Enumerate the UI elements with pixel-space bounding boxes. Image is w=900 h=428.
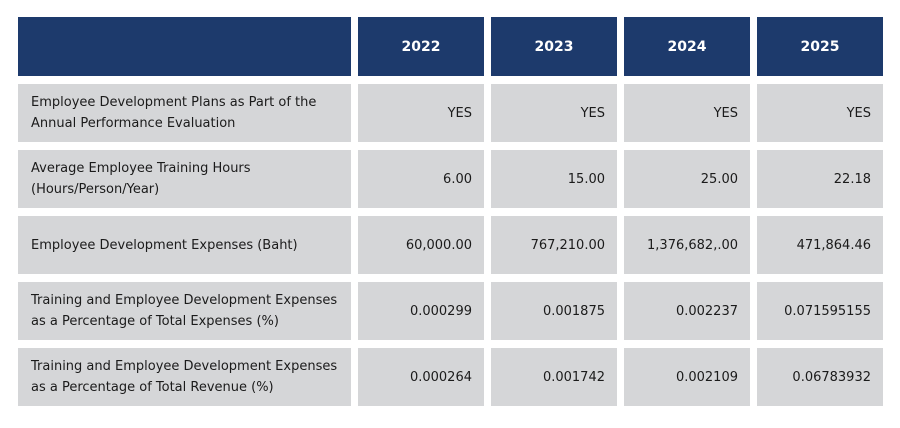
- table-cell: 767,210.00: [491, 216, 617, 274]
- table-cell: 0.001875: [491, 282, 617, 340]
- row-label-development-plans: Employee Development Plans as Part of th…: [18, 84, 351, 142]
- header-year-2025: 2025: [757, 17, 883, 76]
- table-cell: 25.00: [624, 150, 750, 208]
- hr-development-table: 2022 2023 2024 2025 Employee Development…: [18, 17, 883, 406]
- table-cell: YES: [358, 84, 484, 142]
- table-cell: 0.000299: [358, 282, 484, 340]
- table-cell: 60,000.00: [358, 216, 484, 274]
- table-cell: 471,864.46: [757, 216, 883, 274]
- header-year-2022: 2022: [358, 17, 484, 76]
- header-corner-cell: [18, 17, 351, 76]
- table-cell: 6.00: [358, 150, 484, 208]
- table-cell: 0.002109: [624, 348, 750, 406]
- table-cell: YES: [757, 84, 883, 142]
- table-cell: 0.06783932: [757, 348, 883, 406]
- row-label-training-hours: Average Employee Training Hours (Hours/P…: [18, 150, 351, 208]
- table-cell: 0.001742: [491, 348, 617, 406]
- table-cell: 22.18: [757, 150, 883, 208]
- table-cell: 15.00: [491, 150, 617, 208]
- table-cell: 0.002237: [624, 282, 750, 340]
- table-cell: 0.000264: [358, 348, 484, 406]
- table-cell: YES: [624, 84, 750, 142]
- table-cell: YES: [491, 84, 617, 142]
- table-cell: 0.071595155: [757, 282, 883, 340]
- row-label-pct-total-revenue: Training and Employee Development Expens…: [18, 348, 351, 406]
- row-label-pct-total-expenses: Training and Employee Development Expens…: [18, 282, 351, 340]
- header-year-2023: 2023: [491, 17, 617, 76]
- row-label-development-expenses: Employee Development Expenses (Baht): [18, 216, 351, 274]
- table-cell: 1,376,682,.00: [624, 216, 750, 274]
- header-year-2024: 2024: [624, 17, 750, 76]
